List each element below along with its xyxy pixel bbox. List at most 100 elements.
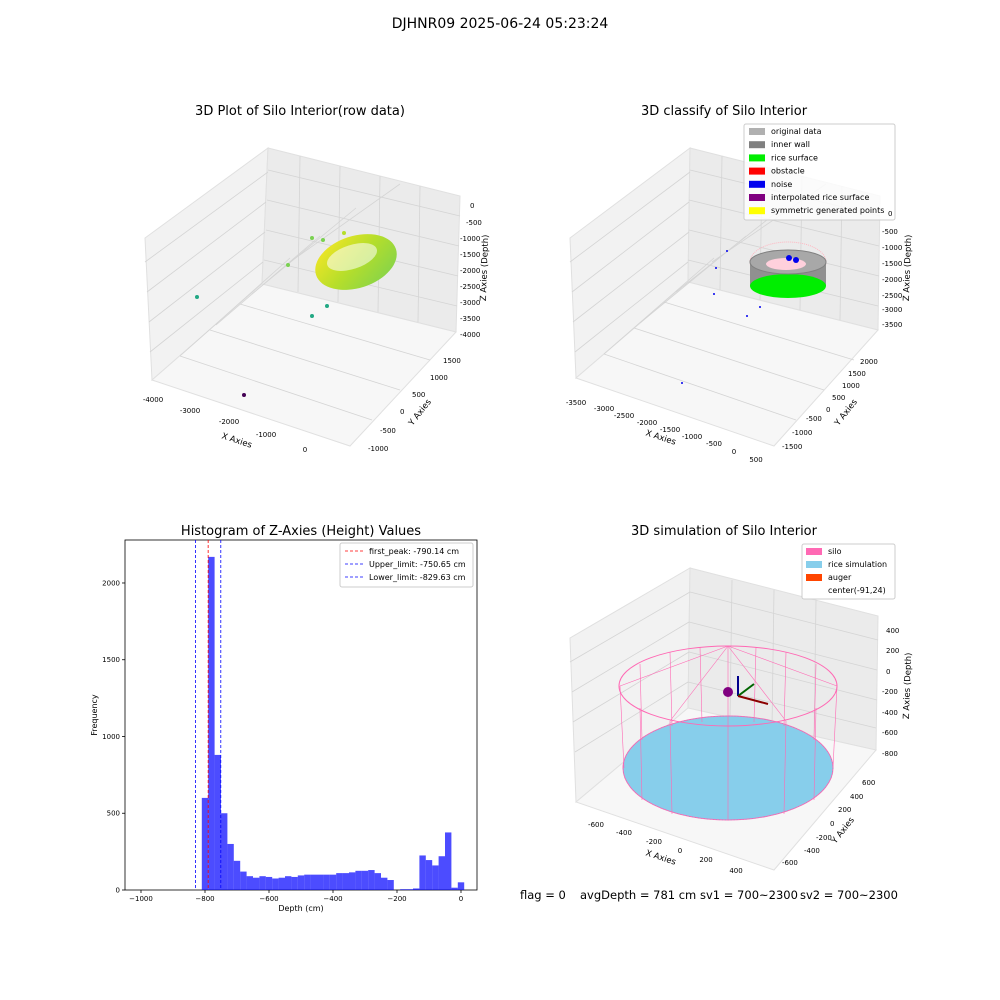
plot3-bar bbox=[246, 876, 253, 890]
plot2-noise-point bbox=[681, 382, 683, 384]
plot2-legend-label: interpolated rice surface bbox=[771, 193, 869, 202]
plot4-z-tick: -800 bbox=[882, 750, 898, 758]
plot1-y-tick: 500 bbox=[412, 391, 425, 399]
plot2-y-tick: -1000 bbox=[792, 429, 812, 437]
plot3-x-label: Depth (cm) bbox=[278, 904, 323, 913]
plot2-legend-label: rice surface bbox=[771, 153, 818, 162]
plot2-z-tick: -3000 bbox=[882, 306, 902, 314]
plot2-z-tick: -3500 bbox=[882, 321, 902, 329]
plot3-bar bbox=[201, 797, 209, 890]
plot1-blob-hole bbox=[326, 243, 378, 271]
plot4-3d-chart: silo rice simulation auger center(-91,24) -… bbox=[569, 543, 914, 875]
plot1-y-tick: 1500 bbox=[443, 357, 461, 365]
plot3-bar bbox=[368, 870, 375, 890]
plot2-legend-swatch bbox=[749, 141, 765, 149]
plot2-noise-cluster bbox=[793, 257, 799, 263]
plot3-bar bbox=[214, 754, 221, 890]
plot2-legend-swatch bbox=[749, 154, 765, 162]
plot3-x-tick-label: −200 bbox=[387, 895, 406, 903]
plot3-bar bbox=[227, 843, 234, 890]
plot2-x-tick: -3500 bbox=[566, 399, 586, 407]
plot3-axes-frame bbox=[124, 539, 478, 891]
plot3-bar bbox=[413, 888, 420, 890]
plot4-z-tick: -600 bbox=[882, 729, 898, 737]
plot4-y-tick: 0 bbox=[830, 820, 834, 828]
plot3-y-tick-label: 500 bbox=[107, 810, 120, 818]
plot3-bar bbox=[278, 877, 285, 890]
plot3-bar bbox=[381, 877, 388, 890]
plot4-legend-label: center(-91,24) bbox=[828, 586, 886, 595]
plot2-x-tick: -3000 bbox=[594, 405, 614, 413]
plot3-bar bbox=[259, 876, 266, 890]
plot3-y-tick-label: 2000 bbox=[102, 579, 120, 587]
plot2-legend-label: noise bbox=[771, 180, 792, 189]
plot2-point-cloud bbox=[681, 241, 827, 384]
plot2-3d-chart: original data inner wall rice surface obsta… bbox=[566, 123, 914, 464]
plot1-x-tick: -4000 bbox=[143, 396, 163, 404]
plot1-z-tick: -3000 bbox=[460, 299, 480, 307]
plot1-3d-chart: -4000 -3000 -2000 -1000 0 -1000 -500 0 5… bbox=[143, 146, 491, 454]
plot1-point bbox=[195, 295, 199, 299]
plot2-noise-point bbox=[759, 306, 761, 308]
plot3-bar bbox=[342, 873, 349, 890]
plot3-bar bbox=[233, 860, 241, 890]
plot1-point bbox=[310, 314, 314, 318]
plot2-y-tick: 500 bbox=[832, 394, 845, 402]
plot2-x-tick: -2000 bbox=[637, 419, 657, 427]
plot3-legend-label: Upper_limit: -750.65 cm bbox=[369, 560, 466, 569]
plot4-legend-box bbox=[801, 543, 896, 600]
plot4-x-tick: 0 bbox=[678, 847, 682, 855]
plot3-bar bbox=[285, 876, 292, 890]
plot2-noise-point bbox=[746, 315, 748, 317]
plot4-x-tick: -600 bbox=[588, 821, 604, 829]
plot1-x-tick: -2000 bbox=[219, 418, 239, 426]
plot2-x-tick: -1500 bbox=[660, 426, 680, 434]
plot2-legend: original data inner wall rice surface obsta… bbox=[743, 123, 896, 221]
plot3-bar bbox=[406, 889, 413, 890]
plot3-bar bbox=[419, 855, 426, 890]
plot3-bar bbox=[310, 874, 317, 890]
plot3-y-label: Frequency bbox=[90, 694, 99, 736]
plot2-legend-swatch bbox=[749, 207, 765, 215]
plot3-bar bbox=[253, 877, 260, 890]
plot2-x-tick: 500 bbox=[749, 456, 762, 464]
plot3-bar bbox=[438, 856, 445, 890]
plot4-title: 3D simulation of Silo Interior bbox=[631, 524, 817, 539]
plot2-y-tick: 1500 bbox=[848, 370, 866, 378]
plot2-legend-swatch bbox=[749, 180, 765, 188]
plot3-title: Histogram of Z-Axies (Height) Values bbox=[180, 524, 422, 539]
plot3-x-tick-label: −600 bbox=[259, 895, 278, 903]
status-sv2: sv2 = 700~2300 bbox=[800, 888, 898, 902]
plot3-bar bbox=[297, 875, 305, 890]
plot2-x-tick: -500 bbox=[706, 440, 722, 448]
plot4-legend-swatch bbox=[806, 574, 822, 581]
plot3-bar bbox=[221, 813, 228, 890]
plot3-legend: first_peak: -790.14 cm Upper_limit: -750.… bbox=[339, 542, 474, 588]
status-avg-depth: avgDepth = 781 cm bbox=[580, 888, 697, 902]
plot1-z-tick: -500 bbox=[466, 219, 482, 227]
plot3-x-tick-label: 0 bbox=[459, 895, 463, 903]
plot4-y-tick: -600 bbox=[782, 859, 798, 867]
plot3-bar bbox=[387, 880, 394, 890]
plot1-x-tick: -3000 bbox=[180, 407, 200, 415]
plot4-legend: silo rice simulation auger center(-91,24) bbox=[801, 543, 896, 600]
plot3-bar bbox=[272, 878, 279, 890]
plot1-z-tick: -4000 bbox=[460, 331, 480, 339]
plot2-y-tick: -1500 bbox=[782, 443, 802, 451]
plot4-x-tick: -400 bbox=[616, 829, 632, 837]
plot2-x-tick: 0 bbox=[732, 448, 736, 456]
plot1-point bbox=[242, 393, 246, 397]
plot3-legend-label: first_peak: -790.14 cm bbox=[369, 547, 459, 556]
plot2-z-tick: -2500 bbox=[882, 292, 902, 300]
status-sv1: sv1 = 700~2300 bbox=[700, 888, 798, 902]
plot2-noise-cluster bbox=[786, 255, 792, 261]
plot1-z-tick: -1500 bbox=[460, 251, 480, 259]
plot2-z-tick: -2000 bbox=[882, 276, 902, 284]
plot3-bar bbox=[329, 874, 337, 890]
plot3-bar bbox=[265, 876, 273, 890]
plot3-legend-label: Lower_limit: -829.63 cm bbox=[369, 573, 466, 582]
plot4-legend-label: auger bbox=[828, 573, 852, 582]
plot4-x-tick: 200 bbox=[699, 856, 712, 864]
plot4-silo-sim bbox=[618, 645, 838, 821]
plot3-y-tick-label: 1000 bbox=[102, 733, 120, 741]
